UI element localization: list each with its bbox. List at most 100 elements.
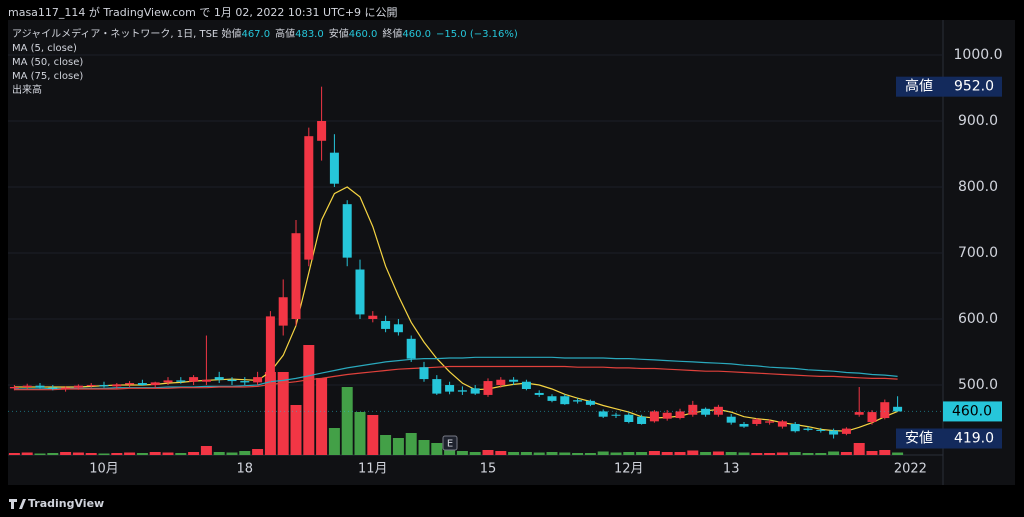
ma-line	[14, 356, 898, 390]
volume-bar	[21, 452, 33, 455]
candle-body	[253, 377, 263, 383]
candle-body	[291, 233, 301, 320]
candle-body	[419, 367, 429, 380]
legend: アジャイルメディア・ネットワーク, 1日, TSE 始値467.0 高値483.0…	[12, 28, 523, 98]
volume-bar	[802, 453, 814, 455]
volume-bar	[72, 452, 84, 455]
ma-legend: MA (50, close)	[12, 57, 84, 68]
event-marker[interactable]: E	[442, 435, 458, 451]
candle-body	[227, 379, 237, 382]
candle-body	[509, 379, 519, 382]
candle-body	[214, 377, 224, 380]
ma-legend: MA (75, close)	[12, 71, 84, 82]
candle-body	[893, 406, 903, 412]
volume-bar	[213, 452, 225, 455]
volume-bar	[482, 450, 494, 455]
candle-body	[381, 321, 391, 329]
volume-bar	[456, 451, 468, 455]
volume-bar	[85, 453, 97, 455]
candle-body	[688, 404, 698, 415]
last-price-label: 460.0	[952, 403, 992, 419]
high-badge	[896, 76, 1002, 97]
candle-body	[457, 390, 467, 392]
x-tick-label: 12月	[614, 462, 644, 477]
candle-body	[637, 416, 647, 424]
x-tick-label: 15	[480, 462, 497, 477]
ma-line	[14, 186, 898, 432]
ma-legend: MA (5, close)	[12, 43, 77, 54]
candle-body	[790, 423, 800, 432]
candle-body	[624, 414, 634, 422]
volume-bar	[508, 452, 520, 455]
chart-background	[8, 20, 1015, 485]
candle-body	[470, 388, 480, 394]
volume-bar	[546, 452, 558, 455]
volume-bar	[405, 433, 417, 455]
ohlc-name: 高値	[275, 29, 296, 40]
candle-body	[867, 412, 877, 422]
volume-bar	[354, 412, 366, 455]
candle-body	[317, 120, 327, 141]
event-marker-text[interactable]: E	[447, 439, 453, 450]
candle-body	[534, 392, 544, 395]
volume-bar	[789, 452, 801, 455]
volume-bar	[853, 443, 865, 455]
candle-body	[150, 382, 160, 386]
volume-bar	[162, 452, 174, 455]
x-tick-label: 2022	[894, 462, 927, 477]
candle-body	[752, 419, 762, 424]
volume-bar	[687, 450, 699, 455]
candle-body	[496, 379, 506, 386]
volume-bar	[712, 451, 724, 455]
candle-body	[573, 400, 583, 402]
x-tick-label: 10月	[89, 462, 119, 477]
candle-body	[86, 385, 96, 387]
candle-body	[739, 423, 749, 427]
low-badge	[896, 428, 1002, 449]
candle-body	[73, 385, 83, 388]
volume-bar	[815, 453, 827, 455]
volume-bar	[136, 453, 148, 455]
y-tick-label: 700.0	[958, 245, 998, 261]
volume-bar	[584, 453, 596, 455]
volume-bar	[764, 453, 776, 455]
volume-bar	[277, 372, 289, 455]
volume-bar	[200, 446, 212, 455]
volume-bar	[533, 452, 545, 455]
candle-body	[713, 406, 723, 415]
volume-bar	[367, 415, 379, 455]
candle-body	[829, 430, 839, 435]
volume-bar	[661, 452, 673, 455]
ma-line	[14, 365, 898, 391]
candle-body	[48, 387, 58, 389]
volume-bar	[124, 452, 136, 455]
volume-bar	[8, 453, 20, 455]
volume-bar	[47, 453, 59, 455]
candle-body	[22, 385, 32, 388]
volume-bar	[431, 443, 443, 455]
volume-bar	[636, 452, 648, 455]
volume-bar	[316, 378, 328, 455]
candle-body	[560, 396, 570, 405]
y-tick-label: 600.0	[958, 311, 998, 327]
high-name: 高値	[905, 78, 933, 95]
candle-body	[585, 400, 595, 405]
volume-bar	[725, 452, 737, 455]
volume-bar	[610, 452, 622, 455]
candle-body	[611, 414, 621, 416]
candle-body	[35, 385, 45, 388]
candle-body	[649, 411, 659, 422]
candle-body	[329, 152, 339, 184]
footer: TradingView	[28, 497, 105, 510]
candle-body	[841, 428, 851, 434]
y-tick-label: 1000.0	[954, 47, 1003, 63]
candle-body	[355, 269, 365, 315]
x-tick-label: 18	[237, 462, 254, 477]
y-tick-label: 800.0	[958, 179, 998, 195]
logo-icon	[9, 499, 26, 509]
volume-bar	[623, 452, 635, 455]
low-label: 419.0	[954, 430, 994, 446]
volume-bar	[495, 451, 507, 455]
volume-bar	[290, 405, 302, 455]
event-marker-box[interactable]	[442, 435, 458, 451]
